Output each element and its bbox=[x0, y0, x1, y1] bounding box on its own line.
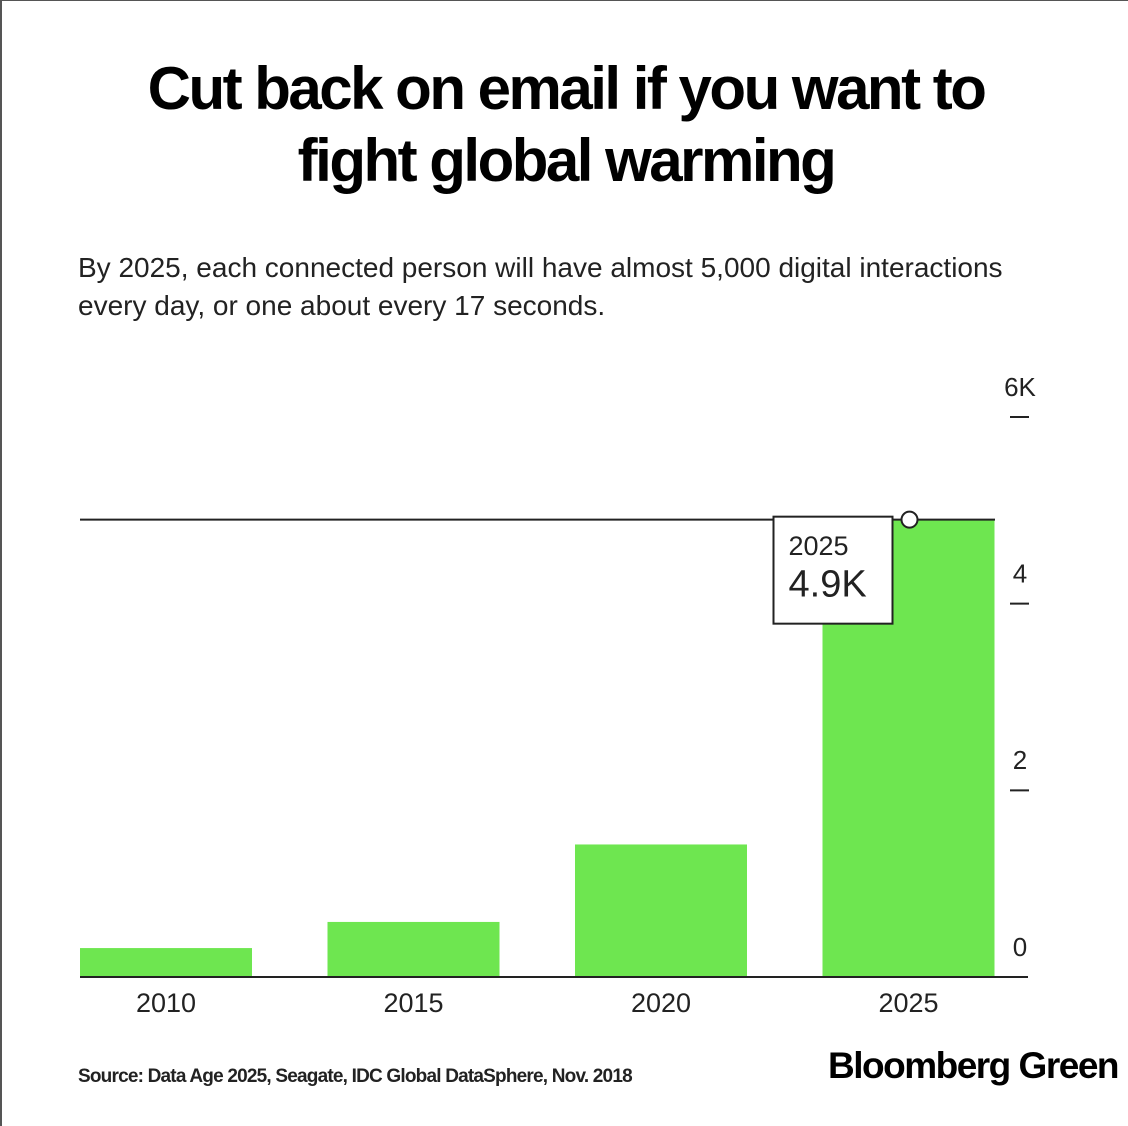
y-tick-label: 6K bbox=[1004, 372, 1036, 402]
bar bbox=[327, 921, 500, 977]
y-tick-label: 2 bbox=[1013, 745, 1027, 775]
y-tick-label: 4 bbox=[1013, 559, 1027, 589]
highlight-point bbox=[900, 510, 919, 529]
bar bbox=[80, 948, 252, 977]
source: Source: Data Age 2025, Seagate, IDC Glob… bbox=[78, 1066, 632, 1087]
chart-subtitle: By 2025, each connected person will have… bbox=[78, 252, 1003, 321]
x-tick-label: 2025 bbox=[878, 988, 938, 1018]
x-tick-label: 2015 bbox=[383, 988, 443, 1018]
annotation-value: 4.9K bbox=[789, 564, 867, 606]
bar bbox=[575, 844, 747, 977]
y-tick-label: 0 bbox=[1013, 932, 1027, 962]
x-tick-label: 2010 bbox=[136, 988, 196, 1018]
x-tick-label: 2020 bbox=[631, 988, 691, 1018]
annotation-category: 2025 bbox=[789, 531, 849, 561]
brand: Bloomberg Green bbox=[828, 1045, 1118, 1086]
chart-title: Cut back on email if you want to fight g… bbox=[147, 55, 987, 194]
annotation-box bbox=[772, 515, 894, 625]
